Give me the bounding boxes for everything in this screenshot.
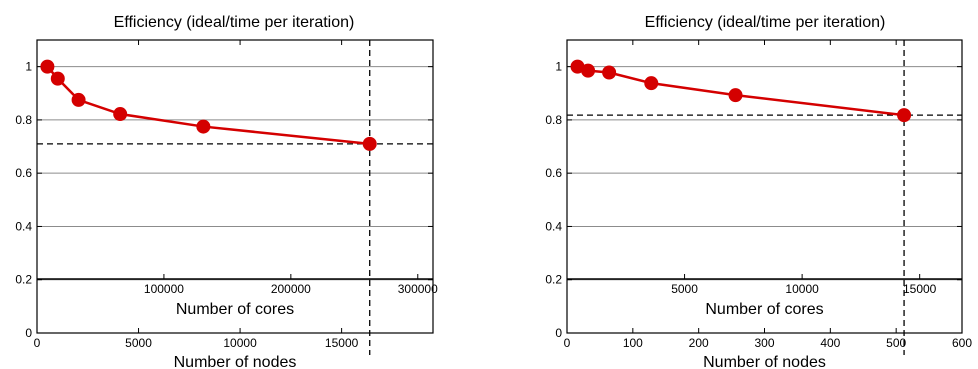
data-point — [644, 76, 659, 91]
right-efficiency-chart: 0 0.2 0.4 0.6 0.8 1 0 100 200 300 400 500 600 5000 100… — [545, 14, 972, 369]
secondary-x-axis-title: Number of cores — [705, 301, 823, 318]
secondary-x-tick-label: 100000 — [144, 282, 184, 296]
secondary-x-tick-label: 200000 — [271, 282, 311, 296]
secondary-x-tick-label: 15000 — [903, 282, 937, 296]
y-tick-label: 0.8 — [15, 113, 32, 127]
secondary-x-axis-title: Number of cores — [176, 301, 294, 318]
y-tick-label: 0 — [25, 326, 32, 340]
data-point — [362, 136, 377, 151]
data-point — [602, 65, 617, 80]
chart-title: Efficiency (ideal/time per iteration) — [114, 14, 355, 31]
y-tick-label: 1 — [25, 60, 32, 74]
x-tick-label: 200 — [689, 336, 709, 350]
x-tick-label: 500 — [886, 336, 906, 350]
x-tick-label: 400 — [820, 336, 840, 350]
x-tick-label: 600 — [952, 336, 972, 350]
x-axis-title: Number of nodes — [703, 354, 826, 369]
series-line — [46, 65, 370, 146]
data-point — [728, 88, 743, 103]
secondary-x-tick-label: 10000 — [785, 282, 819, 296]
secondary-x-tick-label: 5000 — [671, 282, 698, 296]
left-efficiency-chart: 0 0.2 0.4 0.6 0.8 1 0 5000 10000 15000 100000 20000… — [15, 14, 438, 369]
x-tick-label: 5000 — [125, 336, 152, 350]
data-point — [196, 119, 211, 134]
secondary-x-tick-label: 300000 — [398, 282, 438, 296]
x-tick-label: 10000 — [223, 336, 257, 350]
y-tick-label: 1 — [555, 60, 562, 74]
x-tick-label: 300 — [754, 336, 774, 350]
y-tick-label: 0.2 — [545, 273, 562, 287]
x-tick-label: 0 — [564, 336, 571, 350]
data-point — [113, 107, 128, 122]
data-point — [71, 92, 86, 107]
plot-frame — [36, 39, 434, 334]
x-tick-label: 15000 — [325, 336, 359, 350]
x-tick-label: 100 — [623, 336, 643, 350]
y-tick-label: 0.2 — [15, 273, 32, 287]
y-tick-label: 0.4 — [545, 219, 562, 233]
x-axis-title: Number of nodes — [174, 354, 297, 369]
y-tick-label: 0.6 — [545, 166, 562, 180]
chart-title: Efficiency (ideal/time per iteration) — [645, 14, 886, 31]
data-point — [897, 108, 912, 123]
y-tick-label: 0.4 — [15, 219, 32, 233]
data-point — [40, 59, 55, 74]
y-tick-label: 0.6 — [15, 166, 32, 180]
data-point — [50, 71, 65, 86]
data-point — [581, 63, 596, 78]
x-tick-label: 0 — [34, 336, 41, 350]
y-tick-label: 0 — [555, 326, 562, 340]
y-tick-label: 0.8 — [545, 113, 562, 127]
